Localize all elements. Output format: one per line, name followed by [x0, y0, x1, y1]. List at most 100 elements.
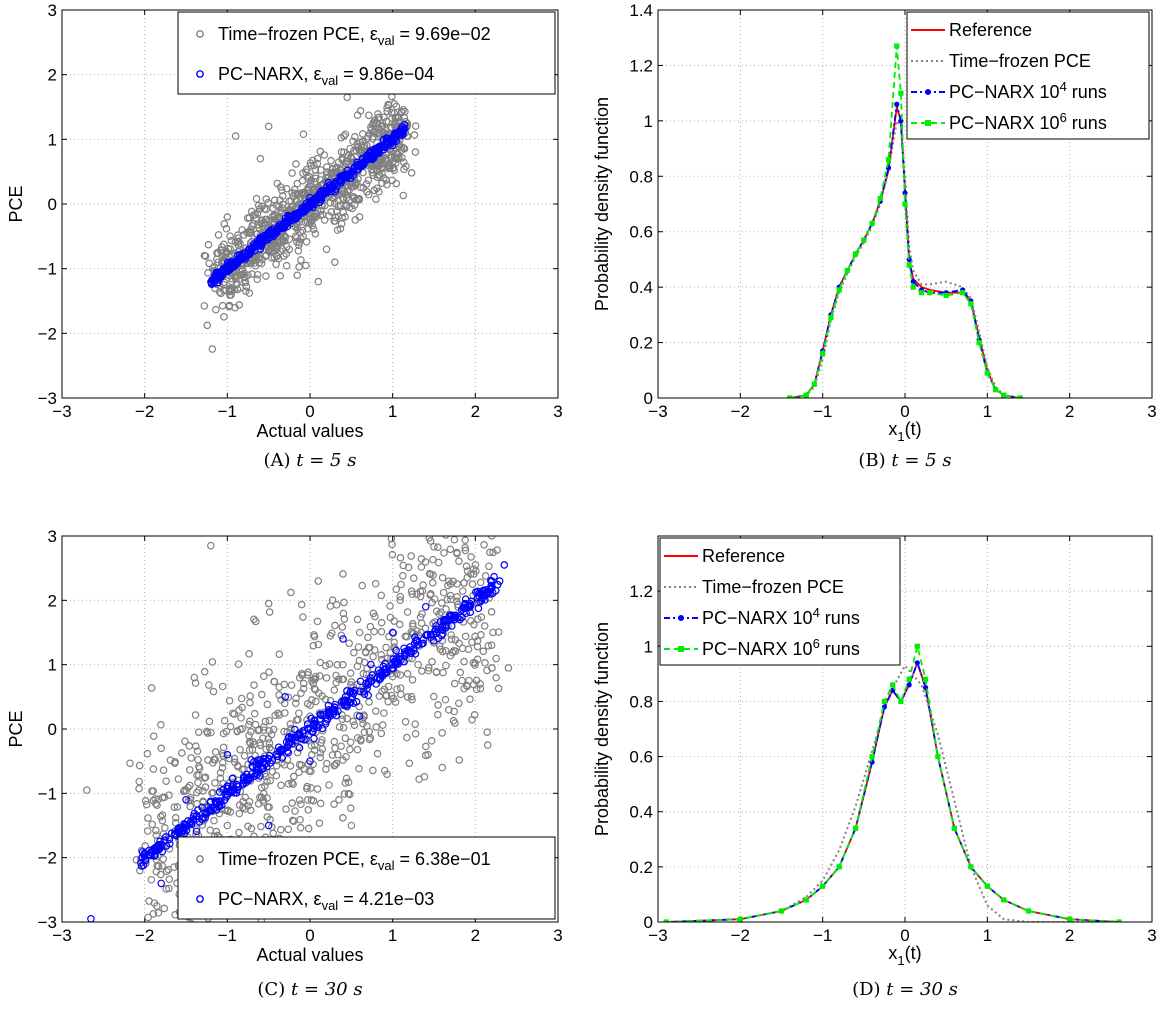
- series-pc-narx-1e6: [663, 643, 1122, 922]
- scatter-point: [392, 585, 401, 594]
- line-marker: [1017, 395, 1023, 398]
- scatter-point: [350, 648, 358, 657]
- scatter-point: [346, 804, 355, 812]
- scatter-point: [342, 157, 350, 166]
- scatter-point: [157, 879, 166, 888]
- scatter-point: [158, 793, 167, 802]
- scatter-point: [396, 684, 405, 692]
- scatter-point: [442, 661, 450, 670]
- scatter-point: [188, 920, 195, 922]
- legend-name: PC−NARX,: [218, 64, 314, 84]
- scatter-point: [373, 749, 382, 758]
- scatter-point: [489, 548, 497, 557]
- scatter-point: [483, 728, 491, 736]
- scatter-point: [310, 631, 318, 639]
- panel-caption: (D) t = 30 s: [852, 979, 958, 1000]
- scatter-point: [186, 796, 195, 804]
- scatter-point: [471, 632, 479, 641]
- scatter-point: [159, 855, 168, 863]
- scatter-point: [263, 813, 272, 821]
- scatter-point: [377, 618, 386, 627]
- legend-box: [659, 537, 901, 666]
- scatter-point: [345, 639, 353, 648]
- scatter-point: [471, 659, 479, 668]
- legend-name-exponent: 6: [813, 636, 820, 651]
- scatter-point: [399, 105, 408, 114]
- scatter-point: [356, 160, 365, 169]
- scatter-point: [321, 695, 330, 704]
- scatter-point: [261, 219, 270, 228]
- y-tick-label: −3: [38, 913, 57, 932]
- scatter-point: [192, 812, 201, 821]
- legend-epsilon: ε: [370, 24, 378, 44]
- scatter-point: [280, 680, 289, 689]
- scatter-point: [224, 806, 232, 814]
- scatter-point: [148, 820, 157, 829]
- legend-epsilon: ε: [370, 849, 378, 869]
- scatter-point: [311, 230, 320, 238]
- scatter-point: [456, 615, 464, 624]
- scatter-point: [302, 238, 311, 246]
- scatter-point: [410, 131, 419, 139]
- scatter-point: [344, 789, 353, 798]
- scatter-point: [360, 142, 369, 150]
- scatter-point: [405, 759, 414, 768]
- scatter-point: [437, 599, 446, 607]
- scatter-point: [149, 796, 158, 805]
- scatter-point: [355, 213, 364, 221]
- line-marker: [918, 290, 925, 296]
- scatter-point: [346, 738, 355, 747]
- scatter-point: [370, 627, 378, 636]
- scatter-point: [220, 220, 229, 228]
- legend-marker: [925, 120, 931, 126]
- caption-label: (C): [257, 979, 291, 1000]
- scatter-point: [375, 149, 383, 157]
- y-tick-label: 0.8: [629, 692, 653, 711]
- line-marker: [984, 883, 990, 889]
- legend-epsilon: ε: [314, 889, 322, 909]
- scatter-point: [355, 712, 364, 720]
- scatter-point: [454, 699, 463, 708]
- scatter-point: [246, 739, 255, 747]
- scatter-point: [303, 720, 312, 728]
- y-axis-label: PCE: [6, 710, 26, 747]
- scatter-point: [366, 674, 375, 682]
- scatter-point: [420, 772, 429, 781]
- scatter-point: [295, 263, 303, 271]
- scatter-point: [309, 721, 317, 729]
- scatter-point: [426, 630, 435, 639]
- scatter-point: [316, 799, 325, 808]
- x-tick-label: 0: [305, 926, 314, 945]
- series-time-frozen-pce: [666, 663, 1120, 922]
- scatter-point: [149, 765, 158, 773]
- legend-entry: Reference: [702, 546, 785, 566]
- x-tick-label: 0: [900, 402, 909, 421]
- scatter-point: [434, 710, 442, 719]
- scatter-point: [297, 689, 305, 697]
- line-marker: [894, 43, 900, 49]
- legend-box: [177, 11, 556, 95]
- scatter-point: [154, 842, 162, 850]
- y-tick-label: 2: [48, 66, 57, 85]
- x-tick-label: −2: [731, 926, 750, 945]
- scatter-point: [469, 565, 478, 573]
- scatter-point: [247, 756, 255, 764]
- scatter-point: [290, 185, 299, 194]
- scatter-point: [297, 190, 306, 198]
- legend-entry: Reference: [949, 20, 1032, 40]
- x-axis-label-main: x: [888, 419, 897, 439]
- scatter-point: [487, 582, 495, 590]
- scatter-point: [417, 563, 426, 571]
- scatter-point: [248, 270, 256, 278]
- scatter-point: [364, 691, 372, 700]
- scatter-point: [369, 609, 378, 618]
- scatter-point: [297, 256, 305, 264]
- scatter-point: [308, 696, 316, 704]
- scatter-point: [431, 595, 439, 603]
- line-marker: [960, 290, 966, 296]
- x-axis-label-main: x: [888, 943, 897, 963]
- scatter-point: [246, 806, 255, 815]
- line-marker: [910, 284, 916, 290]
- scatter-point: [330, 761, 339, 770]
- scatter-point: [208, 345, 217, 353]
